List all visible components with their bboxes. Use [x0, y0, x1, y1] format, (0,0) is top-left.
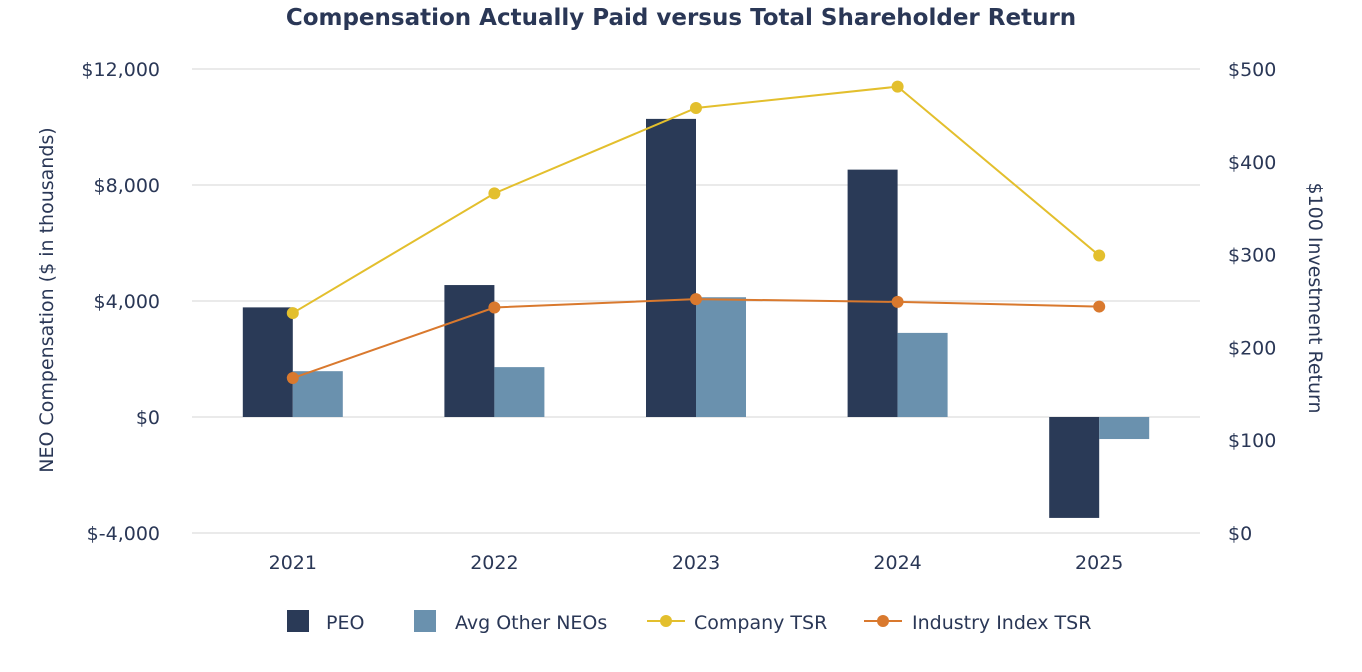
bar-avg-other-neos-2025 [1099, 417, 1150, 440]
bar-peo-2024 [847, 169, 898, 417]
left-tick-label: $-4,000 [87, 523, 160, 545]
bar-avg-other-neos-2022 [494, 367, 545, 417]
point-industry-index-tsr-2021 [286, 372, 299, 385]
legend-label: Industry Index TSR [912, 612, 1091, 634]
bar-peo-2023 [646, 118, 696, 417]
right-tick-label: $200 [1228, 337, 1276, 359]
left-tick-label: $8,000 [94, 175, 160, 197]
legend-item-peo: PEO [287, 610, 364, 634]
point-company-tsr-2023 [690, 101, 702, 114]
legend: PEO Avg Other NEOs Company TSR Industry Ind… [287, 610, 1091, 634]
point-industry-index-tsr-2025 [1093, 300, 1106, 313]
left-axis-ticks: $-4,000 $0 $4,000 $8,000 $12,000 [81, 59, 160, 545]
x-tick-label: 2024 [873, 552, 921, 574]
legend-item-avg-other-neos: Avg Other NEOs [414, 610, 607, 634]
point-company-tsr-2024 [891, 80, 904, 93]
point-company-tsr-2025 [1093, 249, 1106, 262]
x-axis-ticks: 2021 2022 2023 2024 2025 [269, 552, 1124, 574]
bar-peo-2022 [444, 285, 495, 417]
bar-avg-other-neos-2024 [897, 332, 948, 417]
legend-label: Company TSR [694, 612, 827, 634]
right-axis-ticks: $0 $100 $200 $300 $400 $500 [1228, 59, 1276, 545]
right-tick-label: $400 [1228, 152, 1276, 174]
legend-label: PEO [326, 612, 364, 634]
y2-axis-label: $100 Investment Return [1304, 182, 1326, 413]
legend-marker [660, 615, 672, 627]
left-tick-label: $0 [136, 407, 160, 429]
x-tick-label: 2022 [470, 552, 518, 574]
right-tick-label: $300 [1228, 245, 1276, 267]
legend-marker [877, 615, 889, 627]
legend-item-industry-index-tsr: Industry Index TSR [864, 612, 1091, 634]
bar-peo-2025 [1049, 417, 1100, 518]
legend-label: Avg Other NEOs [455, 612, 607, 634]
legend-swatch [414, 610, 436, 632]
right-tick-label: $500 [1228, 59, 1276, 81]
y-axis-label: NEO Compensation ($ in thousands) [36, 127, 58, 472]
bar-avg-other-neos-2023 [696, 297, 746, 417]
point-industry-index-tsr-2024 [891, 295, 904, 308]
x-tick-label: 2023 [672, 552, 720, 574]
bar-avg-other-neos-2021 [292, 371, 343, 417]
x-tick-label: 2021 [269, 552, 317, 574]
right-tick-label: $0 [1228, 523, 1252, 545]
point-company-tsr-2022 [488, 187, 501, 200]
legend-swatch [287, 610, 309, 632]
right-tick-label: $100 [1228, 430, 1276, 452]
left-tick-label: $12,000 [81, 59, 160, 81]
x-tick-label: 2025 [1075, 552, 1123, 574]
chart-title: Compensation Actually Paid versus Total … [286, 5, 1076, 31]
legend-item-company-tsr: Company TSR [647, 612, 827, 634]
bar-layer [242, 118, 1150, 518]
point-industry-index-tsr-2023 [690, 293, 702, 306]
point-industry-index-tsr-2022 [488, 301, 501, 314]
left-tick-label: $4,000 [94, 291, 160, 313]
line-layer [286, 80, 1106, 385]
point-company-tsr-2021 [286, 307, 299, 320]
bar-peo-2021 [242, 307, 293, 417]
